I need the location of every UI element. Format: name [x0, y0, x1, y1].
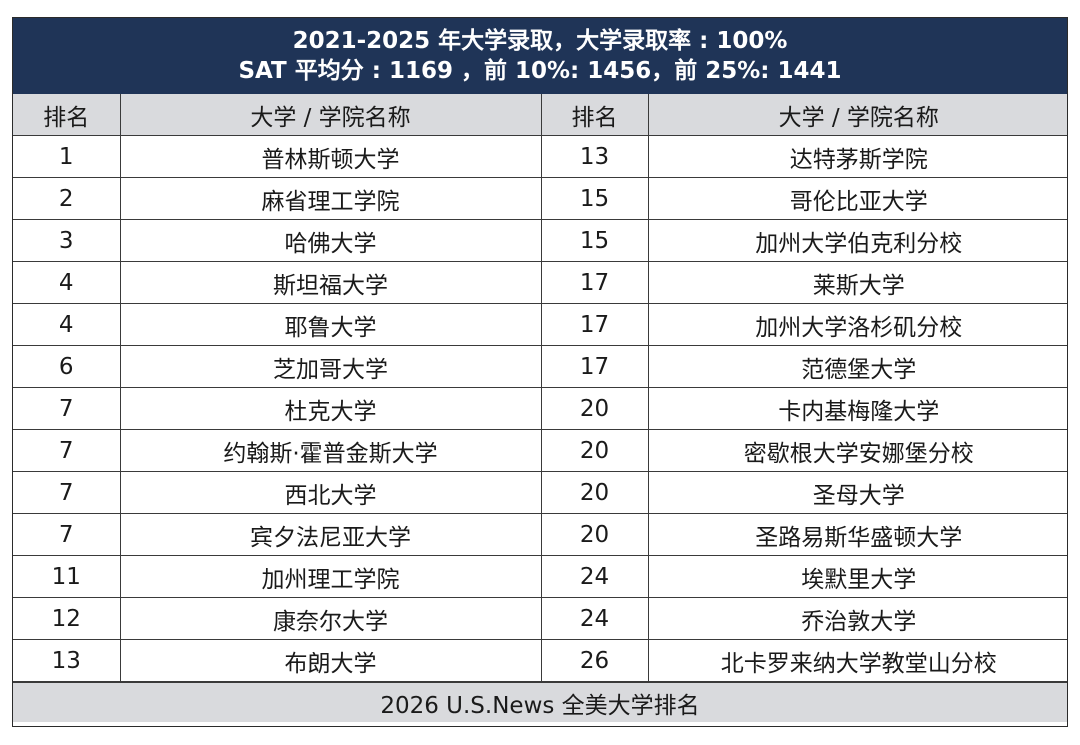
table-row: 4 斯坦福大学 17 莱斯大学: [13, 261, 1067, 304]
rank-cell: 12: [13, 597, 121, 640]
table-row: 7 约翰斯·霍普金斯大学 20 密歇根大学安娜堡分校: [13, 429, 1067, 472]
table-row: 6 芝加哥大学 17 范德堡大学: [13, 345, 1067, 388]
university-cell: 布朗大学: [119, 639, 542, 682]
rank-cell: 7: [13, 471, 121, 514]
university-cell: 埃默里大学: [647, 555, 1067, 598]
rank-cell: 17: [540, 261, 649, 304]
rank-cell: 1: [13, 135, 121, 178]
table-row: 7 西北大学 20 圣母大学: [13, 471, 1067, 514]
table-row: 12 康奈尔大学 24 乔治敦大学: [13, 597, 1067, 640]
university-cell: 耶鲁大学: [119, 303, 542, 346]
column-header-rank-left: 排名: [13, 94, 121, 136]
university-cell: 乔治敦大学: [647, 597, 1067, 640]
university-cell: 麻省理工学院: [119, 177, 542, 220]
university-cell: 芝加哥大学: [119, 345, 542, 388]
university-cell: 哥伦比亚大学: [647, 177, 1067, 220]
rank-cell: 2: [13, 177, 121, 220]
university-cell: 康奈尔大学: [119, 597, 542, 640]
title-banner: 2021-2025 年大学录取，大学录取率 : 100% SAT 平均分 : 1…: [13, 18, 1067, 94]
university-cell: 达特茅斯学院: [647, 135, 1067, 178]
university-cell: 杜克大学: [119, 387, 542, 430]
rank-cell: 17: [540, 303, 649, 346]
university-cell: 宾夕法尼亚大学: [119, 513, 542, 556]
university-cell: 加州理工学院: [119, 555, 542, 598]
rank-cell: 13: [540, 135, 649, 178]
rank-cell: 20: [540, 387, 649, 430]
university-cell: 约翰斯·霍普金斯大学: [119, 429, 542, 472]
university-cell: 莱斯大学: [647, 261, 1067, 304]
university-cell: 普林斯顿大学: [119, 135, 542, 178]
table-row: 1 普林斯顿大学 13 达特茅斯学院: [13, 135, 1067, 178]
rank-cell: 7: [13, 429, 121, 472]
rank-cell: 24: [540, 597, 649, 640]
university-cell: 北卡罗来纳大学教堂山分校: [647, 639, 1067, 682]
column-header-name-left: 大学 / 学院名称: [119, 94, 542, 136]
column-header-rank-right: 排名: [540, 94, 649, 136]
rank-cell: 3: [13, 219, 121, 262]
rank-cell: 7: [13, 513, 121, 556]
rank-cell: 11: [13, 555, 121, 598]
table-header-row: 排名 大学 / 学院名称 排名 大学 / 学院名称: [13, 94, 1067, 136]
rank-cell: 4: [13, 303, 121, 346]
university-cell: 卡内基梅隆大学: [647, 387, 1067, 430]
university-cell: 圣路易斯华盛顿大学: [647, 513, 1067, 556]
table-row: 7 杜克大学 20 卡内基梅隆大学: [13, 387, 1067, 430]
column-header-name-right: 大学 / 学院名称: [647, 94, 1067, 136]
table-row: 13 布朗大学 26 北卡罗来纳大学教堂山分校: [13, 639, 1067, 682]
university-cell: 圣母大学: [647, 471, 1067, 514]
rank-cell: 15: [540, 219, 649, 262]
table-row: 3 哈佛大学 15 加州大学伯克利分校: [13, 219, 1067, 262]
table-row: 2 麻省理工学院 15 哥伦比亚大学: [13, 177, 1067, 220]
rank-cell: 15: [540, 177, 649, 220]
rank-cell: 20: [540, 471, 649, 514]
university-cell: 加州大学伯克利分校: [647, 219, 1067, 262]
title-line-1: 2021-2025 年大学录取，大学录取率 : 100%: [292, 28, 788, 54]
university-cell: 加州大学洛杉矶分校: [647, 303, 1067, 346]
rank-cell: 6: [13, 345, 121, 388]
university-cell: 斯坦福大学: [119, 261, 542, 304]
table-row: 7 宾夕法尼亚大学 20 圣路易斯华盛顿大学: [13, 513, 1067, 556]
ranking-table-card: 2021-2025 年大学录取，大学录取率 : 100% SAT 平均分 : 1…: [12, 17, 1068, 727]
university-cell: 哈佛大学: [119, 219, 542, 262]
rank-cell: 7: [13, 387, 121, 430]
rank-cell: 13: [13, 639, 121, 682]
rank-cell: 20: [540, 513, 649, 556]
rank-cell: 24: [540, 555, 649, 598]
rank-cell: 4: [13, 261, 121, 304]
university-cell: 西北大学: [119, 471, 542, 514]
title-line-2: SAT 平均分 : 1169 ，前 10%: 1456，前 25%: 1441: [238, 58, 842, 84]
rank-cell: 26: [540, 639, 649, 682]
ranking-table: 排名 大学 / 学院名称 排名 大学 / 学院名称 1 普林斯顿大学 13 达特…: [13, 94, 1067, 682]
table-row: 11 加州理工学院 24 埃默里大学: [13, 555, 1067, 598]
university-cell: 密歇根大学安娜堡分校: [647, 429, 1067, 472]
table-footer: 2026 U.S.News 全美大学排名: [13, 682, 1067, 722]
footer-caption: 2026 U.S.News 全美大学排名: [380, 692, 700, 719]
rank-cell: 20: [540, 429, 649, 472]
university-cell: 范德堡大学: [647, 345, 1067, 388]
table-row: 4 耶鲁大学 17 加州大学洛杉矶分校: [13, 303, 1067, 346]
rank-cell: 17: [540, 345, 649, 388]
